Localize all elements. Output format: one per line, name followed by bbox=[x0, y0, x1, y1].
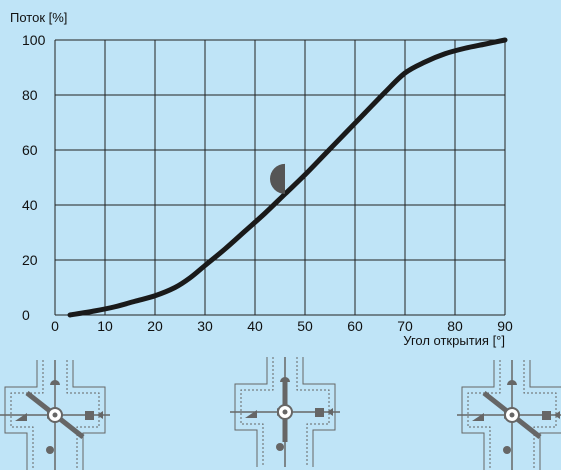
y-tick-label: 20 bbox=[22, 252, 38, 268]
port-square-icon bbox=[542, 411, 551, 420]
x-axis-label: Угол открытия [°] bbox=[403, 333, 505, 348]
port-square-icon bbox=[315, 408, 324, 417]
port-half-circle-icon bbox=[507, 380, 517, 385]
port-circle-icon bbox=[46, 446, 54, 454]
y-tick-label: 100 bbox=[22, 32, 46, 48]
y-tick-label: 40 bbox=[22, 197, 38, 213]
flow-curve bbox=[67, 37, 508, 318]
x-tick-label: 50 bbox=[297, 318, 313, 334]
port-triangle-icon bbox=[15, 413, 27, 421]
y-tick-label: 80 bbox=[22, 87, 38, 103]
valve-diagram-center bbox=[230, 357, 340, 467]
valve-axle-icon bbox=[52, 412, 58, 418]
x-tick-label: 0 bbox=[51, 318, 59, 334]
port-half-circle-icon bbox=[280, 377, 290, 382]
x-tick-label: 90 bbox=[497, 318, 513, 334]
port-triangle-icon bbox=[245, 410, 257, 418]
valve-diagram-left bbox=[0, 360, 110, 470]
port-triangle-icon bbox=[472, 413, 484, 421]
x-tick-label: 10 bbox=[97, 318, 113, 334]
x-tick-label: 80 bbox=[447, 318, 463, 334]
x-tick-label: 40 bbox=[247, 318, 263, 334]
valve-inner-outline bbox=[240, 357, 330, 467]
valve-diagrams bbox=[0, 357, 561, 470]
valve-body-outline bbox=[4, 360, 106, 470]
x-tick-label: 30 bbox=[197, 318, 213, 334]
port-half-circle-icon bbox=[50, 380, 60, 385]
valve-body-outline bbox=[234, 357, 336, 467]
flow-arrow-icon bbox=[327, 408, 333, 416]
flow-arrow-icon bbox=[97, 411, 103, 419]
valve-axle-icon bbox=[509, 412, 515, 418]
x-tick-label: 60 bbox=[347, 318, 363, 334]
port-circle-icon bbox=[503, 446, 511, 454]
valve-axle-icon bbox=[282, 409, 288, 415]
y-tick-label: 0 bbox=[22, 307, 30, 323]
valve-diagram-right bbox=[457, 360, 561, 470]
x-tick-label: 20 bbox=[147, 318, 163, 334]
x-tick-label: 70 bbox=[397, 318, 413, 334]
port-circle-icon bbox=[276, 443, 284, 451]
position-marker bbox=[270, 163, 285, 194]
tick-labels: 0 20 40 60 80 100 0 10 20 30 40 50 60 70 80 90 bbox=[22, 32, 513, 334]
flow-arrow-icon bbox=[554, 411, 560, 419]
port-square-icon bbox=[85, 411, 94, 420]
valve-body-outline bbox=[461, 360, 561, 470]
y-axis-label: Поток [%] bbox=[10, 10, 67, 25]
y-tick-label: 60 bbox=[22, 142, 38, 158]
